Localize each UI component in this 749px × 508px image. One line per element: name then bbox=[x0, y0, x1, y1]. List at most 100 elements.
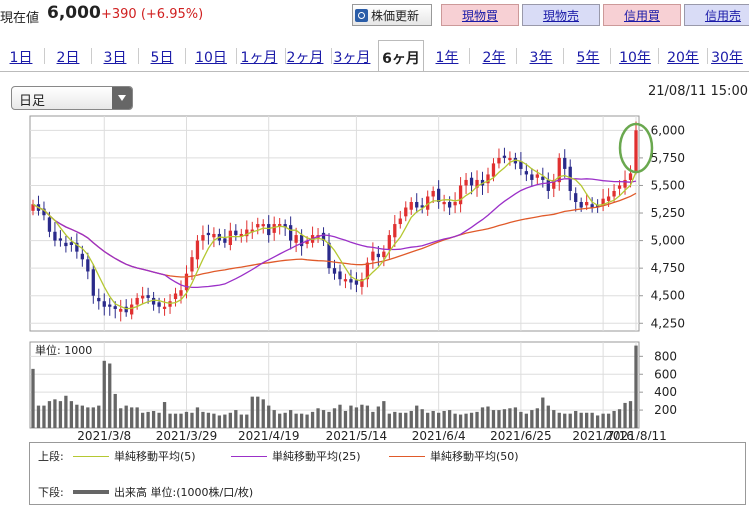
tab-7[interactable]: 2ヶ月 bbox=[286, 50, 324, 66]
tab-12[interactable]: 3年 bbox=[529, 50, 553, 66]
price-label: 現在値 bbox=[0, 11, 40, 26]
candle bbox=[623, 179, 627, 188]
volume-bar bbox=[475, 411, 479, 428]
candle bbox=[371, 251, 375, 261]
volume-bar bbox=[327, 411, 331, 428]
volume-bar bbox=[86, 407, 90, 428]
candle bbox=[442, 202, 446, 205]
volume-bar bbox=[398, 412, 402, 428]
tab-14[interactable]: 10年 bbox=[619, 50, 651, 66]
tab-separator bbox=[563, 48, 564, 64]
candle bbox=[464, 179, 468, 186]
candle bbox=[305, 240, 309, 244]
x-tick-label: 2021/4/19 bbox=[238, 429, 300, 440]
legend-volume: 出来高 単位:(1000株/口/枚) bbox=[68, 484, 253, 500]
volume-bar bbox=[563, 413, 567, 428]
volume-bar bbox=[453, 413, 457, 428]
candle bbox=[354, 280, 359, 285]
volume-bar bbox=[519, 411, 523, 428]
candle bbox=[278, 224, 282, 227]
ma25-label: 単純移動平均(25) bbox=[272, 450, 361, 463]
volume-bar bbox=[157, 412, 161, 428]
tab-1[interactable]: 1日 bbox=[9, 50, 33, 66]
y-tick-label: 5,500 bbox=[651, 178, 685, 192]
volume-bar bbox=[574, 410, 578, 428]
volume-bar bbox=[595, 415, 600, 428]
candle bbox=[91, 269, 95, 296]
candle bbox=[234, 230, 238, 236]
candle-period-select[interactable]: 日足 bbox=[11, 86, 133, 110]
volume-tick-label: 200 bbox=[654, 403, 677, 417]
candle bbox=[239, 233, 243, 237]
volume-bar bbox=[365, 405, 370, 428]
candle bbox=[606, 196, 611, 201]
refresh-price-button[interactable]: 株価更新 bbox=[352, 4, 432, 26]
tab-6[interactable]: 1ヶ月 bbox=[240, 50, 278, 66]
candle bbox=[360, 279, 364, 287]
volume-bar bbox=[601, 413, 605, 428]
candle bbox=[519, 161, 523, 169]
tab-divider bbox=[0, 71, 749, 72]
candle bbox=[590, 204, 594, 208]
tab-3[interactable]: 3日 bbox=[103, 50, 127, 66]
candle bbox=[162, 306, 167, 309]
candle bbox=[349, 279, 353, 283]
candle bbox=[173, 293, 178, 300]
volume-bar bbox=[316, 408, 320, 428]
volume-bar bbox=[206, 412, 211, 428]
candle bbox=[102, 301, 106, 307]
x-tick-label: 2021/6/25 bbox=[490, 429, 552, 440]
volume-bar bbox=[332, 408, 337, 428]
volume-bar bbox=[393, 411, 397, 428]
tab-16[interactable]: 30年 bbox=[711, 50, 743, 66]
legend-lower-label: 下段: bbox=[38, 486, 64, 499]
price-panel bbox=[29, 115, 640, 332]
volume-bar bbox=[305, 414, 309, 428]
candle bbox=[502, 155, 507, 158]
volume-bar bbox=[119, 408, 123, 428]
candle bbox=[634, 130, 638, 173]
tab-separator bbox=[44, 48, 45, 64]
sell-cash-button[interactable]: 現物売 bbox=[522, 4, 600, 26]
candle bbox=[223, 238, 227, 243]
volume-bar bbox=[42, 405, 46, 428]
tab-4[interactable]: 5日 bbox=[150, 50, 174, 66]
candle bbox=[393, 224, 397, 238]
candle bbox=[338, 271, 342, 280]
tab-9[interactable]: 6ヶ月 bbox=[378, 40, 424, 72]
volume-bar bbox=[102, 360, 106, 428]
ma50-swatch bbox=[389, 455, 425, 457]
volume-bar bbox=[409, 410, 413, 428]
candle bbox=[585, 202, 589, 206]
tab-2[interactable]: 2日 bbox=[56, 50, 80, 66]
candle bbox=[431, 190, 435, 197]
volume-bar bbox=[497, 410, 501, 428]
buy-margin-button[interactable]: 信用買 bbox=[603, 4, 681, 26]
tab-11[interactable]: 2年 bbox=[482, 50, 506, 66]
volume-bar bbox=[387, 413, 391, 428]
volume-tick-label: 800 bbox=[654, 349, 677, 363]
volume-bar bbox=[480, 407, 485, 428]
volume-bar bbox=[590, 412, 594, 428]
tab-15[interactable]: 20年 bbox=[667, 50, 699, 66]
volume-bar bbox=[239, 414, 243, 428]
tab-8[interactable]: 3ヶ月 bbox=[333, 50, 371, 66]
candle bbox=[387, 235, 391, 250]
tab-separator bbox=[285, 48, 286, 64]
ma50-label: 単純移動平均(50) bbox=[430, 450, 519, 463]
tab-13[interactable]: 5年 bbox=[576, 50, 600, 66]
tab-10[interactable]: 1年 bbox=[435, 50, 459, 66]
volume-bar bbox=[579, 412, 583, 428]
volume-label: 出来高 単位:(1000株/口/枚) bbox=[114, 486, 254, 499]
buy-cash-button[interactable]: 現物買 bbox=[441, 4, 519, 26]
volume-bar bbox=[190, 412, 194, 428]
sell-margin-button[interactable]: 信用売 bbox=[684, 4, 749, 26]
candle bbox=[376, 253, 380, 258]
volume-bar bbox=[151, 410, 156, 428]
volume-bar bbox=[36, 405, 41, 428]
tab-5[interactable]: 10日 bbox=[195, 50, 227, 66]
candle bbox=[535, 174, 539, 178]
volume-bar bbox=[294, 413, 298, 428]
volume-bar bbox=[278, 413, 282, 428]
volume-bar bbox=[58, 401, 63, 428]
